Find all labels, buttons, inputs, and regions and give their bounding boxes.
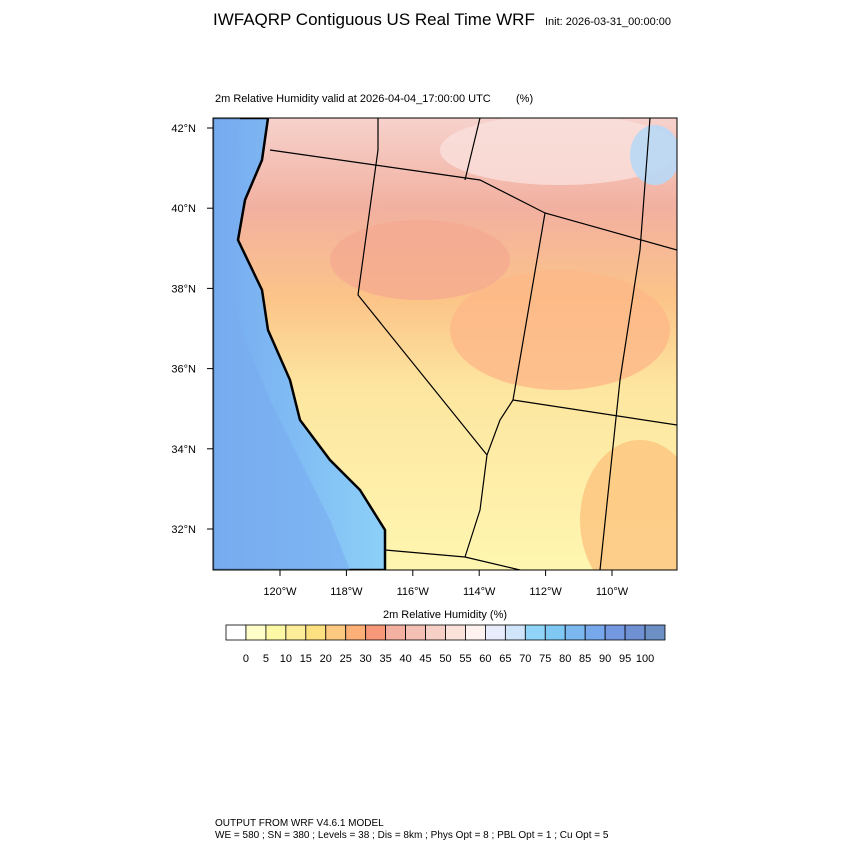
- colorbar-box: [225, 624, 247, 641]
- lon-label: 114°W: [463, 586, 496, 598]
- colorbar-label: 65: [499, 653, 511, 665]
- lon-label: 112°W: [529, 586, 562, 598]
- colorbar-box: [524, 624, 546, 641]
- colorbar-box: [644, 624, 666, 641]
- colorbar-box: [345, 624, 367, 641]
- colorbar-label: 40: [399, 653, 411, 665]
- lat-label: 32°N: [171, 524, 196, 536]
- init-time: Init: 2026-03-31_00:00:00: [545, 16, 671, 28]
- colorbar-label: 75: [539, 653, 551, 665]
- title: IWFAQRP Contiguous US Real Time WRF: [213, 10, 535, 29]
- colorbar-box: [245, 624, 267, 641]
- colorbar-label: 20: [320, 653, 332, 665]
- footer-line: OUTPUT FROM WRF V4.6.1 MODEL: [215, 818, 384, 829]
- map: [213, 118, 677, 570]
- colorbar-box: [624, 624, 646, 641]
- colorbar-box: [405, 624, 426, 641]
- colorbar-box: [564, 624, 586, 641]
- lat-label: 40°N: [171, 203, 196, 215]
- map-frame: [212, 117, 678, 571]
- units: (%): [516, 93, 533, 105]
- lon-label: 116°W: [397, 586, 430, 598]
- lat-label: 38°N: [171, 283, 196, 295]
- lon-label: 118°W: [330, 586, 363, 598]
- subtitle: 2m Relative Humidity valid at 2026-04-04…: [215, 93, 491, 105]
- colorbar-box: [445, 624, 466, 641]
- colorbar-box: [544, 624, 566, 641]
- colorbar-label: 85: [579, 653, 591, 665]
- colorbar-box: [485, 624, 506, 641]
- lon-label: 110°W: [596, 586, 629, 598]
- colorbar-label: 35: [380, 653, 392, 665]
- footer-line: WE = 580 ; SN = 380 ; Levels = 38 ; Dis …: [215, 830, 609, 841]
- colorbar-box: [504, 624, 526, 641]
- colorbar-label: 45: [419, 653, 431, 665]
- colorbar-box: [584, 624, 606, 641]
- colorbar-box: [305, 624, 327, 641]
- colorbar-label: 50: [439, 653, 451, 665]
- colorbar-box: [604, 624, 626, 641]
- colorbar-box: [285, 624, 307, 641]
- colorbar-box: [325, 624, 347, 641]
- colorbar-label: 90: [599, 653, 611, 665]
- colorbar-title: 2m Relative Humidity (%): [383, 609, 507, 621]
- lon-label: 120°W: [263, 586, 297, 598]
- colorbar-label: 100: [636, 653, 654, 665]
- lat-label: 34°N: [171, 444, 196, 456]
- colorbar-box: [425, 624, 446, 641]
- lat-label: 42°N: [171, 123, 196, 135]
- colorbar-box: [385, 624, 406, 641]
- colorbar-label: 80: [559, 653, 571, 665]
- colorbar-box: [265, 624, 287, 641]
- colorbar-label: 0: [243, 653, 249, 665]
- colorbar-label: 95: [619, 653, 631, 665]
- lat-label: 36°N: [171, 364, 196, 376]
- colorbar-label: 30: [360, 653, 372, 665]
- colorbar-label: 60: [479, 653, 491, 665]
- colorbar-label: 5: [263, 653, 269, 665]
- colorbar-box: [365, 624, 387, 641]
- colorbar-label: 70: [519, 653, 531, 665]
- colorbar-box: [465, 624, 486, 641]
- colorbar-label: 55: [459, 653, 471, 665]
- colorbar-label: 25: [340, 653, 352, 665]
- colorbar-label: 10: [280, 653, 292, 665]
- colorbar-label: 15: [300, 653, 312, 665]
